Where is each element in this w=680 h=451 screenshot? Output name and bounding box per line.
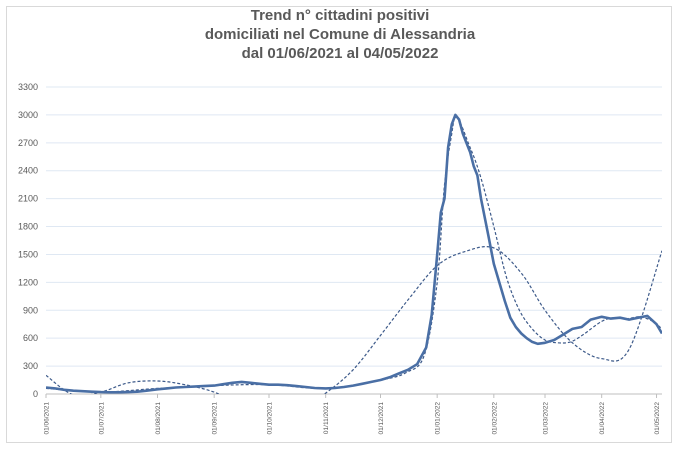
y-tick-label: 1200 <box>18 277 38 287</box>
chart-title: Trend n° cittadini positivi domiciliati … <box>0 6 680 63</box>
y-tick-label: 300 <box>23 361 38 371</box>
y-tick-label: 1800 <box>18 222 38 232</box>
chart-title-line-2: domiciliati nel Comune di Alessandria <box>204 26 476 43</box>
polynomial-trend-line <box>46 245 662 394</box>
chart-title-line-1: Trend n° cittadini positivi <box>250 7 430 24</box>
x-tick-label: 01/07/2021 <box>98 402 105 435</box>
x-tick-label: 01/10/2021 <box>267 402 274 435</box>
y-tick-label: 2400 <box>18 166 38 176</box>
y-tick-label: 600 <box>23 333 38 343</box>
x-tick-label: 01/08/2021 <box>155 402 162 435</box>
moving-average-trend-line <box>46 114 662 393</box>
x-tick-label: 01/12/2021 <box>378 402 385 435</box>
x-tick-label: 01/01/2022 <box>435 402 442 435</box>
y-tick-label: 0 <box>33 389 38 399</box>
x-tick-label: 01/06/2021 <box>44 402 51 435</box>
y-tick-label: 2700 <box>18 138 38 148</box>
x-tick-label: 01/04/2022 <box>599 402 606 435</box>
x-tick-label: 01/11/2021 <box>323 402 330 434</box>
x-tick-label: 01/02/2022 <box>491 402 498 435</box>
positives-series-line <box>46 113 662 394</box>
y-tick-label: 3000 <box>18 110 38 120</box>
x-tick-label: 01/05/2022 <box>654 402 661 435</box>
y-tick-label: 3300 <box>18 82 38 92</box>
chart-title-line-3: dal 01/06/2021 al 04/05/2022 <box>241 45 439 62</box>
y-tick-label: 2100 <box>18 194 38 204</box>
y-tick-label: 1500 <box>18 249 38 259</box>
x-tick-label: 01/09/2021 <box>212 402 219 435</box>
x-tick-label: 01/03/2022 <box>543 402 550 435</box>
chart-frame <box>6 6 672 443</box>
y-tick-label: 900 <box>23 305 38 315</box>
